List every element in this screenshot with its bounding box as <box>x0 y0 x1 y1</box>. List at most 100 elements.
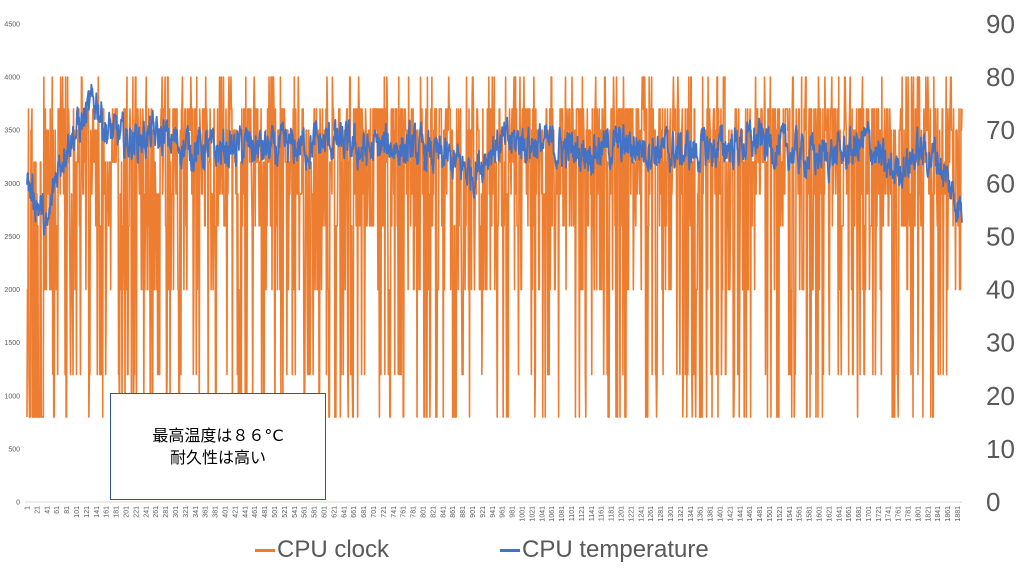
x-tick-label: 1581 <box>807 506 814 522</box>
legend-label-cpu-clock: CPU clock <box>277 536 390 563</box>
x-tick-label: 381 <box>213 506 220 518</box>
y-left-tick-label: 2000 <box>4 287 20 294</box>
x-tick-label: 1801 <box>915 506 922 522</box>
x-tick-label: 181 <box>114 506 121 518</box>
y-right-tick-label: 60 <box>986 168 1015 198</box>
x-tick-label: 1881 <box>955 506 962 522</box>
x-tick-label: 1161 <box>599 506 606 521</box>
x-tick-label: 1461 <box>747 506 754 522</box>
x-tick-label: 361 <box>203 506 210 518</box>
y-left-tick-label: 3000 <box>4 181 20 188</box>
x-tick-label: 901 <box>470 506 477 518</box>
x-tick-label: 201 <box>123 506 130 518</box>
x-tick-label: 1541 <box>787 506 794 522</box>
x-tick-label: 301 <box>173 506 180 518</box>
x-tick-label: 601 <box>321 506 328 518</box>
x-tick-label: 1501 <box>767 506 774 522</box>
y-left-tick-label: 1500 <box>4 340 20 347</box>
y-left-tick-label: 3500 <box>4 128 20 135</box>
x-tick-label: 1361 <box>698 506 705 522</box>
annotation-line-1: 最高温度は８６°C <box>152 425 284 445</box>
x-tick-label: 1741 <box>886 506 893 522</box>
x-tick-label: 141 <box>94 506 101 518</box>
x-tick-label: 981 <box>510 506 517 518</box>
cpu-temperature-line <box>26 83 963 236</box>
x-tick-label: 261 <box>153 506 160 518</box>
y-right-tick-label: 30 <box>986 328 1015 358</box>
x-tick-label: 1761 <box>896 506 903 522</box>
x-tick-label: 61 <box>54 506 61 514</box>
x-tick-label: 1061 <box>549 506 556 522</box>
x-tick-label: 1681 <box>856 506 863 522</box>
x-tick-label: 1181 <box>609 506 616 521</box>
y-left-tick-label: 500 <box>8 446 20 453</box>
legend-label-cpu-temperature: CPU temperature <box>522 536 709 563</box>
x-tick-label: 81 <box>64 506 71 514</box>
x-tick-label: 1781 <box>906 506 913 522</box>
x-tick-label: 861 <box>450 506 457 518</box>
x-tick-label: 441 <box>242 506 249 518</box>
x-tick-label: 121 <box>84 506 91 518</box>
x-tick-label: 1101 <box>569 506 576 521</box>
x-tick-label: 921 <box>480 506 487 518</box>
legend-swatch-cpu-clock <box>255 548 275 552</box>
y-right-tick-label: 70 <box>986 115 1015 145</box>
x-tick-label: 1381 <box>708 506 715 522</box>
x-tick-label: 1861 <box>945 506 952 522</box>
x-tick-label: 1001 <box>519 506 526 522</box>
x-tick-label: 1341 <box>688 506 695 522</box>
annotation-box: 最高温度は８６°C 耐久性は高い <box>110 393 326 500</box>
x-tick-label: 781 <box>411 506 418 518</box>
x-tick-label: 1561 <box>797 506 804 522</box>
x-tick-label: 1701 <box>866 506 873 522</box>
y-right-tick-label: 20 <box>986 381 1015 411</box>
x-tick-label: 1281 <box>658 506 665 522</box>
x-tick-label: 21 <box>34 506 41 514</box>
x-tick-label: 1421 <box>727 506 734 522</box>
x-tick-label: 1081 <box>559 506 566 522</box>
x-tick-label: 801 <box>420 506 427 518</box>
x-tick-label: 281 <box>163 506 170 518</box>
x-tick-label: 101 <box>74 506 81 518</box>
y-left-tick-label: 2500 <box>4 234 20 241</box>
x-tick-label: 41 <box>44 506 51 514</box>
x-tick-label: 241 <box>143 506 150 518</box>
x-tick-label: 1481 <box>757 506 764 522</box>
x-tick-label: 521 <box>282 506 289 518</box>
x-tick-label: 741 <box>391 506 398 518</box>
x-tick-label: 1201 <box>618 506 625 522</box>
y-left-tick-label: 4000 <box>4 75 20 82</box>
x-tick-label: 1 <box>25 506 32 510</box>
x-tick-label: 641 <box>341 506 348 518</box>
x-tick-label: 421 <box>232 506 239 518</box>
y-right-tick-label: 40 <box>986 275 1015 305</box>
x-tick-label: 881 <box>460 506 467 518</box>
x-tick-label: 1121 <box>579 506 586 521</box>
x-tick-label: 841 <box>440 506 447 518</box>
x-tick-label: 1841 <box>935 506 942 522</box>
x-tick-label: 501 <box>272 506 279 518</box>
y-right-tick-label: 50 <box>986 221 1015 251</box>
x-tick-label: 1221 <box>628 506 635 522</box>
y-left-tick-label: 0 <box>16 500 20 507</box>
x-tick-label: 1661 <box>846 506 853 522</box>
y-right-tick-label: 80 <box>986 62 1015 92</box>
x-tick-label: 1321 <box>678 506 685 522</box>
legend-swatch-cpu-temperature <box>500 548 520 552</box>
x-tick-label: 541 <box>292 506 299 518</box>
x-tick-label: 321 <box>183 506 190 518</box>
x-tick-label: 221 <box>133 506 140 518</box>
x-axis-ticks: 1 21 41 61 81 101 121 141 161 181 201 221 241 261 281 3… <box>25 506 963 522</box>
x-tick-label: 401 <box>222 506 229 518</box>
y-left-tick-label: 4500 <box>4 22 20 29</box>
x-tick-label: 621 <box>331 506 338 518</box>
x-tick-label: 1021 <box>529 506 536 522</box>
x-tick-label: 1261 <box>648 506 655 522</box>
x-tick-label: 561 <box>302 506 309 518</box>
legend-item-cpu-temperature: CPU temperature <box>500 530 709 570</box>
x-tick-label: 1041 <box>539 506 546 522</box>
x-tick-label: 681 <box>361 506 368 518</box>
x-tick-label: 581 <box>312 506 319 518</box>
x-tick-label: 941 <box>490 506 497 518</box>
